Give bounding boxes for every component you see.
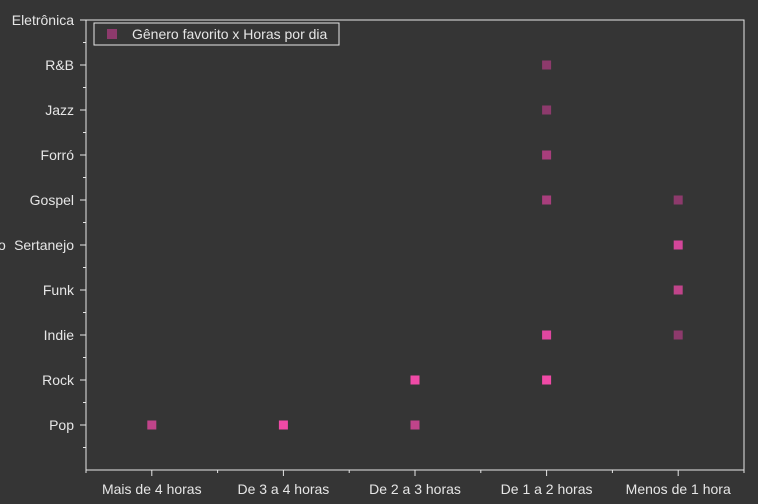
y-tick-label: Sertanejo [14, 237, 74, 253]
data-point [542, 105, 552, 115]
legend-marker [107, 29, 117, 39]
x-tick-label: De 2 a 3 horas [369, 481, 461, 497]
data-point [147, 420, 157, 430]
x-tick-label: Menos de 1 hora [626, 481, 731, 497]
y-tick-label: Rock [42, 372, 75, 388]
data-point [542, 60, 552, 70]
x-axis: Mais de 4 horas De 3 a 4 horas De 2 a 3 ho… [85, 470, 745, 497]
y-tick-label: Indie [44, 327, 75, 343]
legend-box [93, 22, 340, 46]
data-point [542, 195, 552, 205]
plot-area-frame [85, 19, 745, 471]
y-tick-label: Pop [49, 417, 74, 433]
y-tick-label: Funk [43, 282, 75, 298]
y-axis-title-fragment: o [0, 237, 6, 253]
svg-text:o: o [0, 237, 6, 253]
data-point [410, 375, 420, 385]
legend: Gênero favorito x Horas por dia [93, 22, 340, 46]
y-tick-label: Gospel [30, 192, 74, 208]
legend-label: Gênero favorito x Horas por dia [132, 26, 328, 42]
y-tick-label: Eletrônica [12, 12, 74, 28]
data-point [542, 150, 552, 160]
data-points [147, 60, 683, 430]
data-point [673, 240, 683, 250]
data-point [542, 375, 552, 385]
x-tick-label: De 1 a 2 horas [501, 481, 593, 497]
x-tick-label: De 3 a 4 horas [237, 481, 329, 497]
data-point [673, 330, 683, 340]
data-point [278, 420, 288, 430]
y-tick-label: R&B [45, 57, 74, 73]
y-tick-label: Forró [41, 147, 75, 163]
x-tick-label: Mais de 4 horas [102, 481, 202, 497]
data-point [542, 330, 552, 340]
y-tick-label: Jazz [45, 102, 74, 118]
data-point [673, 195, 683, 205]
data-point [673, 285, 683, 295]
data-point [410, 420, 420, 430]
y-axis: Pop Rock Indie Funk Sertanejo Gospel Forró Jazz… [12, 12, 86, 448]
